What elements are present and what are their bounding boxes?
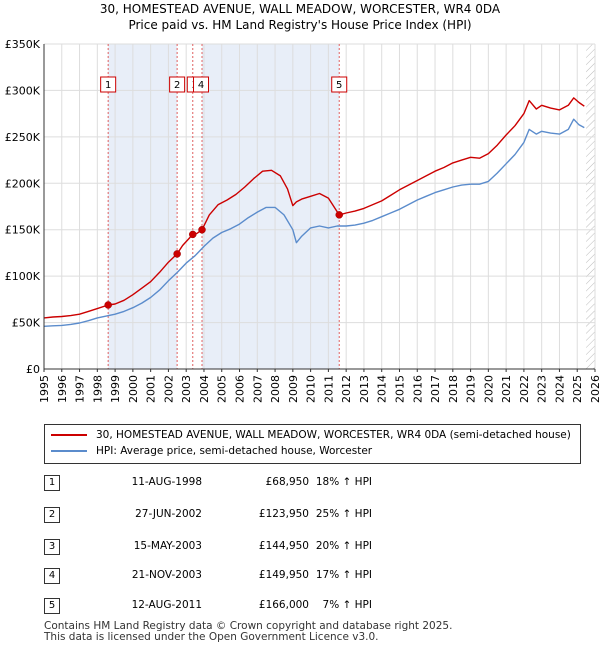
x-tick-label: 2009 bbox=[287, 375, 300, 403]
sale-price: £144,950 bbox=[258, 540, 309, 552]
sale-number-badge: 1 bbox=[44, 475, 60, 491]
sale-point bbox=[189, 230, 197, 239]
shaded-range bbox=[202, 44, 340, 369]
x-tick-label: 2011 bbox=[322, 375, 335, 403]
x-tick-label: 2006 bbox=[234, 375, 247, 403]
x-tick-label: 1999 bbox=[109, 375, 122, 403]
x-tick-label: 1997 bbox=[74, 375, 87, 403]
y-tick-label: £100K bbox=[5, 270, 41, 283]
x-tick-label: 2026 bbox=[589, 375, 600, 403]
sale-date: 11-AUG-1998 bbox=[131, 476, 202, 488]
x-tick-label: 2020 bbox=[482, 375, 495, 403]
sale-point bbox=[335, 211, 343, 219]
sale-date: 15-MAY-2003 bbox=[133, 540, 202, 552]
chart-legend: 30, HOMESTEAD AVENUE, WALL MEADOW, WORCE… bbox=[44, 424, 581, 464]
x-tick-label: 2025 bbox=[571, 375, 584, 403]
sale-row: 2 27-JUN-2002 £123,950 25% ↑ HPI bbox=[44, 505, 600, 525]
y-tick-label: £200K bbox=[5, 177, 41, 190]
y-tick-label: £50K bbox=[12, 317, 41, 330]
x-tick-label: 2021 bbox=[500, 375, 513, 403]
sale-hpi-delta: 17% ↑ HPI bbox=[315, 569, 372, 581]
sale-number-badge: 4 bbox=[44, 568, 60, 584]
footer-license: This data is licensed under the Open Gov… bbox=[44, 631, 379, 643]
sale-date: 27-JUN-2002 bbox=[135, 508, 202, 520]
sale-hpi-delta: 7% ↑ HPI bbox=[322, 599, 372, 611]
series-line-property bbox=[43, 97, 585, 319]
y-tick-label: £300K bbox=[5, 84, 41, 97]
sale-price: £123,950 bbox=[258, 508, 309, 520]
y-tick-label: £350K bbox=[5, 38, 41, 51]
x-tick-label: 2003 bbox=[180, 375, 193, 403]
x-tick-label: 2001 bbox=[145, 375, 158, 403]
x-tick-label: 1995 bbox=[38, 375, 51, 403]
x-tick-label: 2014 bbox=[376, 375, 389, 403]
sale-row: 5 12-AUG-2011 £166,000 7% ↑ HPI bbox=[44, 596, 600, 616]
sale-label-box bbox=[169, 76, 186, 93]
sale-row: 4 21-NOV-2003 £149,950 17% ↑ HPI bbox=[44, 566, 600, 586]
x-tick-label: 2008 bbox=[269, 375, 282, 403]
x-tick-label: 2007 bbox=[251, 375, 264, 403]
sale-label-number: 1 bbox=[105, 80, 111, 91]
y-tick-label: £0 bbox=[26, 363, 40, 376]
x-tick-label: 2017 bbox=[429, 375, 442, 403]
x-tick-label: 2022 bbox=[518, 375, 531, 403]
sale-price: £166,000 bbox=[258, 599, 309, 611]
sale-row: 3 15-MAY-2003 £144,950 20% ↑ HPI bbox=[44, 537, 600, 557]
legend-label-property: 30, HOMESTEAD AVENUE, WALL MEADOW, WORCE… bbox=[96, 429, 571, 441]
sale-hpi-delta: 25% ↑ HPI bbox=[315, 508, 372, 520]
x-tick-label: 2016 bbox=[411, 375, 424, 403]
sale-date: 21-NOV-2003 bbox=[131, 569, 202, 581]
sale-hpi-delta: 18% ↑ HPI bbox=[315, 476, 372, 488]
x-tick-label: 2023 bbox=[536, 375, 549, 403]
x-tick-label: 2004 bbox=[198, 375, 211, 403]
sale-label-number: 5 bbox=[336, 80, 342, 91]
x-tick-label: 2018 bbox=[447, 375, 460, 403]
sale-point bbox=[104, 301, 112, 309]
sale-date: 12-AUG-2011 bbox=[131, 599, 202, 611]
chart-subtitle: Price paid vs. HM Land Registry's House … bbox=[128, 18, 472, 32]
x-tick-label: 2012 bbox=[340, 375, 353, 403]
sale-number-badge: 3 bbox=[44, 539, 60, 555]
x-tick-label: 2019 bbox=[465, 375, 478, 403]
footer-copyright: Contains HM Land Registry data © Crown c… bbox=[44, 620, 453, 632]
legend-label-hpi: HPI: Average price, semi-detached house,… bbox=[96, 445, 373, 457]
x-tick-label: 1996 bbox=[56, 375, 69, 403]
x-tick-label: 2015 bbox=[393, 375, 406, 403]
x-tick-label: 2005 bbox=[216, 375, 229, 403]
legend-swatch-hpi bbox=[51, 450, 87, 452]
x-tick-label: 2013 bbox=[358, 375, 371, 403]
legend-item-property: 30, HOMESTEAD AVENUE, WALL MEADOW, WORCE… bbox=[51, 429, 571, 441]
sale-label-box bbox=[100, 76, 117, 93]
sale-label-number: 4 bbox=[198, 80, 204, 91]
x-tick-label: 2000 bbox=[127, 375, 140, 403]
sale-number-badge: 2 bbox=[44, 507, 60, 523]
sale-point bbox=[173, 250, 181, 258]
forecast-hatch bbox=[586, 44, 595, 369]
price-chart: 12345£0£50K£100K£150K£200K£250K£300K£350… bbox=[5, 38, 600, 403]
sale-point bbox=[198, 226, 206, 234]
y-tick-label: £250K bbox=[5, 131, 41, 144]
x-tick-label: 2002 bbox=[162, 375, 175, 403]
x-tick-label: 1998 bbox=[91, 375, 104, 403]
sale-row: 1 11-AUG-1998 £68,950 18% ↑ HPI bbox=[44, 473, 600, 493]
y-tick-label: £150K bbox=[5, 224, 41, 237]
sale-label-number: 2 bbox=[174, 80, 180, 91]
shaded-range bbox=[108, 44, 178, 369]
legend-swatch-property bbox=[51, 434, 87, 436]
sale-price: £149,950 bbox=[258, 569, 309, 581]
sale-price: £68,950 bbox=[265, 476, 309, 488]
x-tick-label: 2010 bbox=[305, 375, 318, 403]
legend-item-hpi: HPI: Average price, semi-detached house,… bbox=[51, 445, 372, 457]
sale-label-box bbox=[193, 76, 210, 93]
series-line-hpi bbox=[43, 118, 585, 327]
chart-title: 30, HOMESTEAD AVENUE, WALL MEADOW, WORCE… bbox=[99, 2, 501, 16]
sale-label-box bbox=[331, 76, 348, 93]
x-tick-label: 2024 bbox=[553, 375, 566, 403]
sale-hpi-delta: 20% ↑ HPI bbox=[315, 540, 372, 552]
sale-number-badge: 5 bbox=[44, 598, 60, 614]
